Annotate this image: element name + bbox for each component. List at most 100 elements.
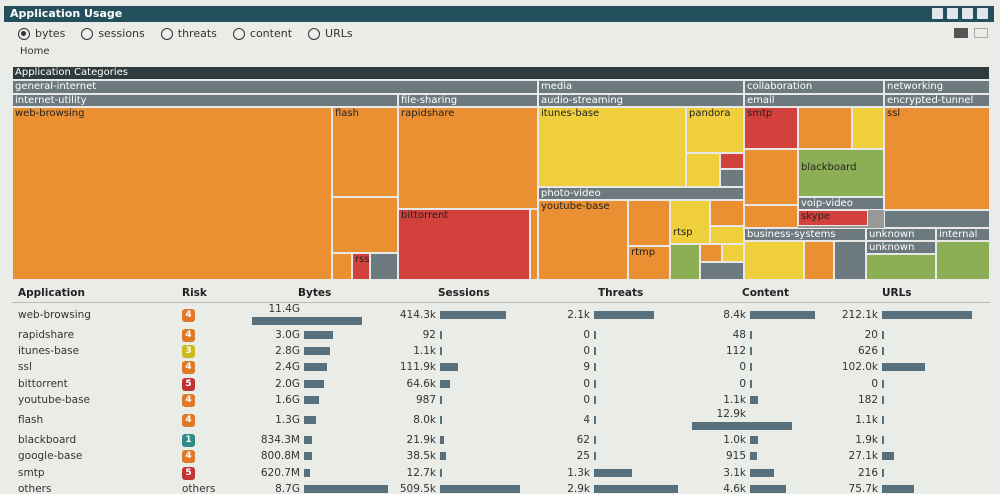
app-name-cell[interactable]: rapidshare bbox=[18, 328, 75, 341]
app-name-cell[interactable]: blackboard bbox=[18, 434, 77, 447]
column-header-threats[interactable]: Threats bbox=[542, 284, 692, 303]
app-name-cell[interactable]: flash bbox=[18, 413, 44, 426]
column-header-risk[interactable]: Risk bbox=[182, 284, 252, 303]
tile-small[interactable] bbox=[936, 241, 990, 280]
table-row[interactable]: ssl 4 2.4G 111.9k 9 0 102.0k bbox=[12, 359, 990, 375]
tile-small[interactable] bbox=[884, 210, 990, 228]
list-icon[interactable] bbox=[962, 8, 973, 19]
tile-small[interactable] bbox=[744, 149, 798, 205]
app-name-cell[interactable]: smtp bbox=[18, 466, 45, 479]
tile-rss[interactable]: rss bbox=[352, 253, 370, 280]
app-name-cell[interactable]: web-browsing bbox=[18, 308, 91, 321]
table-row[interactable]: rapidshare 4 3.0G 92 0 48 20 bbox=[12, 327, 990, 343]
chart-view-icon[interactable] bbox=[954, 28, 968, 38]
tile-small[interactable] bbox=[722, 244, 744, 262]
tile-small[interactable] bbox=[720, 153, 744, 169]
table-row[interactable]: others others 8.7G 509.5k 2.9k 4.6k 75.7k bbox=[12, 481, 990, 494]
category-general-internet[interactable]: general-internet bbox=[12, 80, 538, 94]
app-name-cell[interactable]: itunes-base bbox=[18, 344, 80, 357]
subcategory-encrypted-tunnel[interactable]: encrypted-tunnel bbox=[884, 94, 990, 107]
tile-rtsp[interactable]: rtsp bbox=[670, 200, 710, 244]
tile-small[interactable] bbox=[628, 200, 670, 246]
radio-dot-icon[interactable] bbox=[81, 27, 94, 40]
subcategory-internet-utility[interactable]: internet-utility bbox=[12, 94, 398, 107]
tile-small[interactable] bbox=[332, 253, 352, 280]
subcategory-unknown[interactable]: unknown bbox=[866, 228, 936, 241]
table-row[interactable]: smtp 5 620.7M 12.7k 1.3k 3.1k 216 bbox=[12, 465, 990, 481]
app-name-cell[interactable]: ssl bbox=[18, 361, 32, 374]
tile-internet-utility-small[interactable] bbox=[332, 197, 398, 253]
radio-bytes[interactable]: bytes bbox=[18, 27, 65, 40]
tile-flash[interactable]: flash bbox=[332, 107, 398, 197]
treemap-root[interactable]: Application Categories bbox=[12, 66, 990, 80]
category-media[interactable]: media bbox=[538, 80, 744, 94]
table-row[interactable]: bittorrent 5 2.0G 64.6k 0 0 0 bbox=[12, 375, 990, 391]
radio-dot-icon[interactable] bbox=[160, 27, 173, 40]
tile-blackboard[interactable]: blackboard bbox=[798, 149, 884, 197]
tile-itunes-base[interactable]: itunes-base bbox=[538, 107, 686, 187]
tile-small[interactable] bbox=[866, 254, 936, 280]
tile-smtp[interactable]: smtp bbox=[744, 107, 798, 149]
radio-dot-icon[interactable] bbox=[232, 27, 245, 40]
table-row[interactable]: flash 4 1.3G 8.0k 4 12.9k 1.1k bbox=[12, 408, 990, 432]
tile-skype[interactable]: skype bbox=[798, 210, 868, 226]
column-header-application[interactable]: Application bbox=[12, 284, 182, 303]
subcategory-email[interactable]: email bbox=[744, 94, 884, 107]
tile-small[interactable] bbox=[804, 241, 834, 280]
tile-youtube-base[interactable]: youtube-base bbox=[538, 200, 628, 280]
table-row[interactable]: itunes-base 3 2.8G 1.1k 0 112 626 bbox=[12, 343, 990, 359]
tile-pandora[interactable]: pandora bbox=[686, 107, 744, 153]
radio-content[interactable]: content bbox=[232, 27, 292, 40]
subcategory-internal[interactable]: internal bbox=[936, 228, 990, 241]
app-name-cell[interactable]: google-base bbox=[18, 450, 83, 463]
radio-dot-icon[interactable] bbox=[18, 27, 30, 40]
radio-dot-icon[interactable] bbox=[308, 27, 321, 40]
menu-icon[interactable] bbox=[977, 8, 988, 19]
tile-small[interactable] bbox=[798, 107, 852, 149]
tile-small[interactable] bbox=[700, 262, 744, 280]
tile-web-browsing[interactable]: web-browsing bbox=[12, 107, 332, 280]
tile-rapidshare[interactable]: rapidshare bbox=[398, 107, 538, 209]
radio-threats[interactable]: threats bbox=[160, 27, 217, 40]
export-icon[interactable] bbox=[932, 8, 943, 19]
filter-icon[interactable] bbox=[947, 8, 958, 19]
subcategory-photo-video[interactable]: photo-video bbox=[538, 187, 744, 200]
tile-rtmp[interactable]: rtmp bbox=[628, 246, 670, 280]
tile-bittorrent[interactable]: bittorrent bbox=[398, 209, 530, 280]
subcategory-file-sharing[interactable]: file-sharing bbox=[398, 94, 538, 107]
table-row[interactable]: youtube-base 4 1.6G 987 0 1.1k 182 bbox=[12, 392, 990, 408]
category-collaboration[interactable]: collaboration bbox=[744, 80, 884, 94]
table-view-icon[interactable] bbox=[974, 28, 988, 38]
app-name-cell[interactable]: youtube-base bbox=[18, 393, 91, 406]
table-row[interactable]: web-browsing 4 11.4G 414.3k 2.1k 8.4k 212.1k bbox=[12, 302, 990, 327]
breadcrumb-home[interactable]: Home bbox=[20, 46, 50, 57]
tile-small[interactable] bbox=[700, 244, 722, 262]
tile-small[interactable] bbox=[710, 200, 744, 226]
table-row[interactable]: google-base 4 800.8M 38.5k 25 915 27.1k bbox=[12, 448, 990, 464]
tile-ssl[interactable]: ssl bbox=[884, 107, 990, 210]
tile-small[interactable] bbox=[686, 153, 720, 187]
column-header-urls[interactable]: URLs bbox=[832, 284, 990, 303]
tile-small[interactable] bbox=[852, 107, 884, 149]
subcategory-audio-streaming[interactable]: audio-streaming bbox=[538, 94, 744, 107]
tile-small[interactable] bbox=[834, 241, 866, 280]
tile-small[interactable] bbox=[720, 169, 744, 187]
app-name-cell[interactable]: bittorrent bbox=[18, 377, 68, 390]
radio-urls[interactable]: URLs bbox=[308, 27, 353, 40]
tile-small[interactable] bbox=[744, 241, 804, 280]
subcategory-business-systems[interactable]: business-systems bbox=[744, 228, 866, 241]
column-header-content[interactable]: Content bbox=[692, 284, 832, 303]
radio-sessions[interactable]: sessions bbox=[81, 27, 145, 40]
app-name-cell[interactable]: others bbox=[18, 483, 52, 494]
column-header-bytes[interactable]: Bytes bbox=[252, 284, 392, 303]
subcategory-unknown-2[interactable]: unknown bbox=[866, 241, 936, 254]
subcategory-voip-video[interactable]: voip-video bbox=[798, 197, 884, 210]
category-networking[interactable]: networking bbox=[884, 80, 990, 94]
column-header-sessions[interactable]: Sessions bbox=[392, 284, 542, 303]
tile-small[interactable] bbox=[370, 253, 398, 280]
tile-small[interactable] bbox=[670, 244, 700, 280]
tile-small[interactable] bbox=[530, 209, 538, 280]
tile-small[interactable] bbox=[710, 226, 744, 244]
tile-small[interactable] bbox=[744, 205, 798, 228]
table-row[interactable]: blackboard 1 834.3M 21.9k 62 1.0k 1.9k bbox=[12, 432, 990, 448]
